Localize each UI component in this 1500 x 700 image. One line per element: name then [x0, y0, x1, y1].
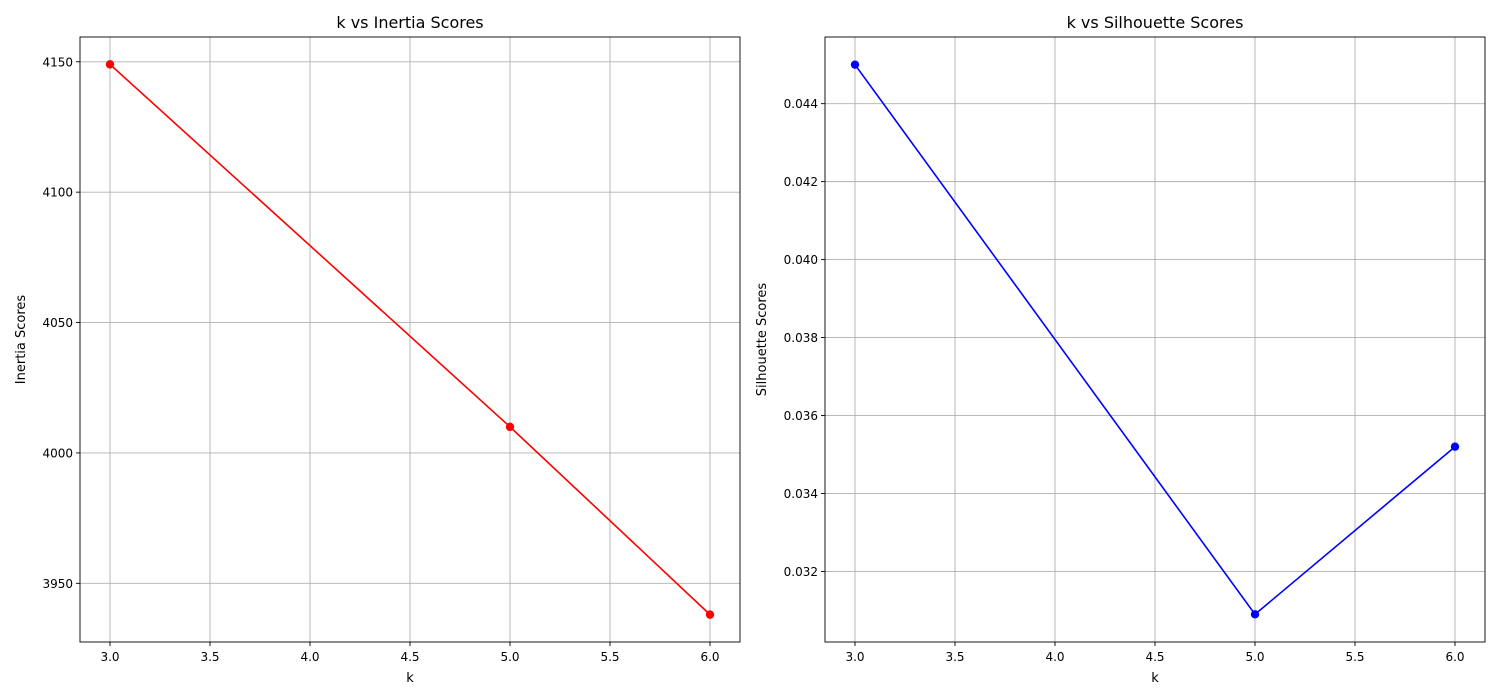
- inertia-x-tick-label: 5.5: [600, 650, 619, 664]
- silhouette-x-axis-label: k: [1151, 671, 1159, 686]
- inertia-x-tick-label: 4.0: [300, 650, 319, 664]
- silhouette-data-point: [1250, 610, 1260, 619]
- inertia-y-tick-label: 4150: [42, 55, 73, 69]
- silhouette-data-point: [1450, 442, 1460, 451]
- inertia-data-point: [505, 422, 515, 432]
- silhouette-x-tick-label: 4.5: [1145, 650, 1164, 664]
- silhouette-x-tick-label: 6.0: [1445, 650, 1464, 664]
- inertia-x-tick-label: 4.5: [400, 650, 419, 664]
- silhouette-data-point: [850, 60, 860, 69]
- silhouette-y-tick-label: 0.042: [784, 175, 818, 189]
- silhouette-y-tick-label: 0.036: [784, 409, 818, 423]
- inertia-x-tick-label: 6.0: [700, 650, 719, 664]
- silhouette-x-tick-label: 3.0: [845, 650, 864, 664]
- silhouette-ticks: 3.0 3.5 4.0 4.5 5.0 5.5 6.0 0.032 0.034 0.036 0.03…: [784, 97, 1465, 664]
- silhouette-y-tick-label: 0.044: [784, 97, 818, 111]
- inertia-chart: 3.0 3.5 4.0 4.5 5.0 5.5 6.0 3950 4000 4050 4100 415…: [14, 13, 741, 686]
- silhouette-x-tick-label: 5.5: [1345, 650, 1364, 664]
- silhouette-chart: 3.0 3.5 4.0 4.5 5.0 5.5 6.0 0.032 0.034 0.036 0.03…: [755, 13, 1486, 686]
- inertia-y-tick-label: 3950: [42, 577, 73, 591]
- silhouette-y-tick-label: 0.040: [784, 253, 818, 267]
- inertia-y-tick-label: 4100: [42, 186, 73, 200]
- inertia-y-axis-label: Inertia Scores: [14, 295, 29, 385]
- inertia-series: [105, 60, 715, 619]
- silhouette-grid: [825, 37, 1485, 642]
- inertia-data-point: [705, 610, 715, 619]
- inertia-y-tick-label: 4050: [42, 316, 73, 330]
- inertia-grid: [80, 37, 740, 642]
- inertia-x-axis-label: k: [406, 671, 414, 686]
- silhouette-y-tick-label: 0.034: [784, 487, 818, 501]
- inertia-data-point: [105, 60, 115, 69]
- inertia-x-tick-label: 3.0: [100, 650, 119, 664]
- inertia-ticks: 3.0 3.5 4.0 4.5 5.0 5.5 6.0 3950 4000 4050 4100 415…: [42, 55, 719, 664]
- silhouette-y-tick-label: 0.032: [784, 565, 818, 579]
- inertia-x-tick-label: 5.0: [500, 650, 519, 664]
- silhouette-y-tick-label: 0.038: [784, 331, 818, 345]
- silhouette-x-tick-label: 3.5: [945, 650, 964, 664]
- silhouette-chart-title: k vs Silhouette Scores: [1067, 13, 1244, 32]
- silhouette-x-tick-label: 5.0: [1245, 650, 1264, 664]
- silhouette-x-tick-label: 4.0: [1045, 650, 1064, 664]
- silhouette-series: [850, 60, 1460, 619]
- silhouette-y-axis-label: Silhouette Scores: [755, 283, 770, 397]
- inertia-x-tick-label: 3.5: [200, 650, 219, 664]
- inertia-chart-title: k vs Inertia Scores: [336, 13, 483, 32]
- inertia-y-tick-label: 4000: [42, 446, 73, 460]
